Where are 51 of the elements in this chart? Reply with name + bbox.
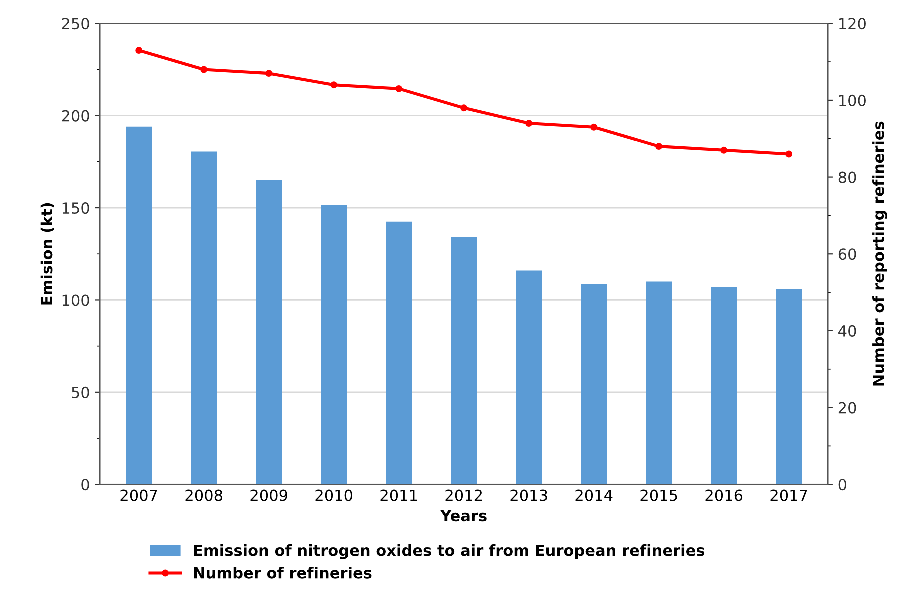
legend-label: Emission of nitrogen oxides to air from European refineries xyxy=(194,544,705,560)
point xyxy=(136,47,143,54)
y2-tick-label: 20 xyxy=(838,402,856,414)
point xyxy=(656,143,663,150)
y2-tick-label: 120 xyxy=(840,18,866,30)
x-tick-label: 2013 xyxy=(510,490,548,502)
point xyxy=(460,104,468,112)
point xyxy=(330,82,338,89)
x-tick-label: 2014 xyxy=(576,490,613,502)
y2-axis-title: Number of reporting refineries xyxy=(872,122,888,386)
y-tick-label: 150 xyxy=(62,202,90,214)
y-axis-title: Emision (kt) xyxy=(40,203,54,305)
point xyxy=(200,66,208,74)
bar xyxy=(516,270,542,485)
x-tick-label: 2015 xyxy=(640,490,678,502)
legend-label: Number of refineries xyxy=(194,567,372,579)
point xyxy=(590,124,598,131)
bar xyxy=(256,180,282,485)
x-tick-label: 2011 xyxy=(380,490,418,502)
x-tick-label: 2009 xyxy=(250,490,288,502)
x-tick-label: 2017 xyxy=(770,490,808,502)
x-tick-label: 2008 xyxy=(186,490,222,502)
x-tick-label: 2010 xyxy=(316,490,353,502)
point xyxy=(266,70,273,78)
y-tick-label: 50 xyxy=(72,386,90,398)
y2-tick-label: 40 xyxy=(838,325,856,337)
y2-tick-label: 0 xyxy=(838,479,847,491)
y2-tick-label: 60 xyxy=(838,248,856,260)
y-tick-label: 250 xyxy=(62,18,90,30)
x-tick-label: 2016 xyxy=(706,490,743,502)
point xyxy=(786,150,793,158)
point xyxy=(526,120,533,127)
x-tick-label: 2007 xyxy=(120,490,158,502)
y2-tick-label: 80 xyxy=(838,172,856,184)
bar xyxy=(451,238,478,485)
bar xyxy=(126,126,152,485)
bar xyxy=(776,289,802,485)
bar xyxy=(711,287,738,485)
point xyxy=(720,146,728,154)
bar xyxy=(646,282,672,485)
y2-tick-label: 100 xyxy=(840,94,866,106)
x-axis-title: Years xyxy=(440,510,487,522)
point xyxy=(396,85,403,92)
bar xyxy=(386,222,412,485)
bar xyxy=(581,284,608,485)
y-tick-label: 200 xyxy=(62,110,90,122)
bar xyxy=(321,205,348,485)
bar xyxy=(191,152,218,485)
y-tick-label: 100 xyxy=(62,294,90,306)
y-tick-label: 0 xyxy=(82,479,90,491)
x-tick-label: 2012 xyxy=(446,490,482,502)
